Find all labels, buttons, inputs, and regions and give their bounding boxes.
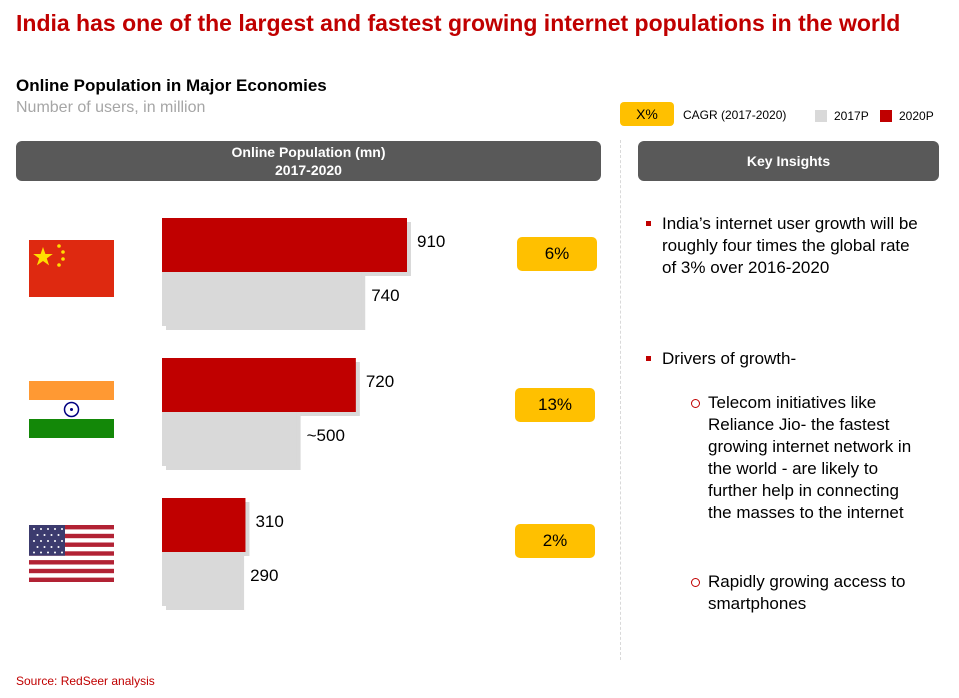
page-title: India has one of the largest and fastest… [16, 10, 901, 36]
chart-subtitle: Online Population in Major Economies [16, 76, 327, 95]
insight-item: Drivers of growth- [646, 348, 922, 370]
usa-flag-icon [29, 525, 114, 582]
insight-text: India’s internet user growth will be rou… [662, 214, 918, 277]
bar-usa-2020 [162, 498, 246, 552]
data-label-usa-2020: 310 [255, 512, 283, 531]
chart-units: Number of users, in million [16, 99, 206, 116]
insight-item: India’s internet user growth will be rou… [646, 213, 922, 279]
source-note: Source: RedSeer analysis [16, 674, 155, 688]
data-label-usa-2017: 290 [250, 566, 278, 585]
insights-header: Key Insights [638, 141, 939, 181]
india-flag-icon [29, 381, 114, 438]
bullet-square-icon [646, 356, 651, 361]
cagr-india: 13% [515, 388, 595, 422]
legend-cagr-swatch: X% [620, 102, 674, 126]
chart-header-period: 2017-2020 [275, 162, 342, 178]
insight-text: Drivers of growth- [662, 349, 797, 368]
bullet-circle-icon [691, 399, 700, 408]
data-label-india-2020: 720 [366, 372, 394, 391]
insight-subitem: Telecom initiatives like Reliance Jio- t… [691, 392, 920, 524]
bar-usa-2017 [162, 552, 241, 606]
data-label-china-2020: 910 [417, 232, 445, 251]
bar-china-2020 [162, 218, 407, 272]
bullet-circle-icon [691, 578, 700, 587]
chart-header: Online Population (mn) 2017-2020 [16, 141, 601, 181]
legend-2020-label: 2020P [899, 109, 934, 123]
legend-2017-swatch [815, 110, 827, 122]
legend-2017-label: 2017P [834, 109, 869, 123]
china-flag-icon [29, 240, 114, 297]
bar-chart: 910 740 720 ~500 310 290 [162, 218, 445, 610]
insights-header-title: Key Insights [746, 153, 831, 169]
data-label-india-2017: ~500 [307, 426, 345, 445]
legend-cagr-label: CAGR (2017-2020) [683, 108, 787, 122]
chart-header-title: Online Population (mn) [231, 144, 386, 160]
bar-china-2017 [162, 272, 362, 326]
insight-text: Rapidly growing access to smartphones [708, 572, 906, 613]
bar-india-2017 [162, 412, 297, 466]
insight-text: Telecom initiatives like Reliance Jio- t… [708, 393, 912, 522]
bullet-square-icon [646, 221, 651, 226]
cagr-usa: 2% [515, 524, 595, 558]
data-label-china-2017: 740 [371, 286, 399, 305]
legend-2020-swatch [880, 110, 892, 122]
insight-subitem: Rapidly growing access to smartphones [691, 571, 920, 615]
bar-india-2020 [162, 358, 356, 412]
cagr-china: 6% [517, 237, 597, 271]
column-divider [620, 140, 621, 660]
